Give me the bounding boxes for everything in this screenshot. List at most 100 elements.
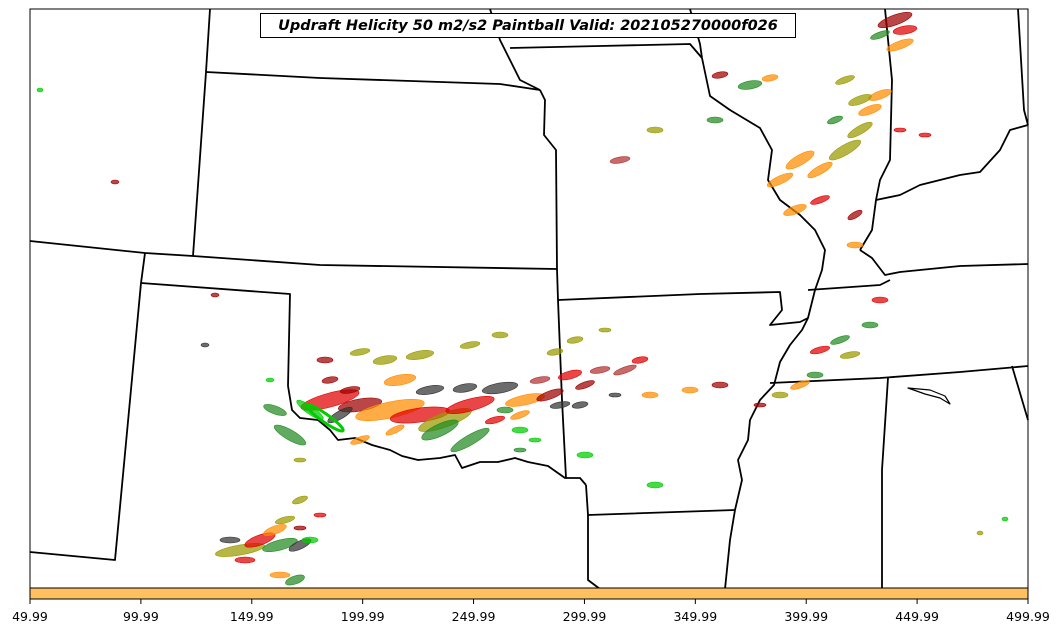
x-tick-label: 149.99 <box>230 609 274 624</box>
helicity-swath <box>681 386 699 394</box>
helicity-swath <box>566 336 584 344</box>
lake-outline <box>907 387 951 405</box>
helicity-swath <box>269 571 291 579</box>
border-nm-north <box>140 282 291 387</box>
border-ks-ok <box>29 240 558 270</box>
helicity-swath <box>313 512 327 518</box>
helicity-swath <box>571 401 589 409</box>
helicity-swath <box>807 161 833 179</box>
x-tick-label: 299.99 <box>563 609 607 624</box>
helicity-swath <box>110 179 120 185</box>
border-il-in <box>859 8 893 251</box>
border-ok-tx <box>287 385 587 486</box>
border-ne-ks <box>205 71 541 91</box>
border-al-ga <box>1011 365 1029 421</box>
helicity-swath <box>871 296 889 304</box>
helicity-swath <box>870 30 890 40</box>
helicity-swath <box>1001 516 1009 522</box>
helicity-swath <box>589 366 611 374</box>
helicity-swath <box>848 94 872 106</box>
helicity-swath <box>452 383 478 393</box>
border-ohio-river <box>859 249 1029 276</box>
helicity-swath <box>631 356 649 364</box>
border-ia-mo <box>509 43 703 59</box>
helicity-swath <box>421 419 459 441</box>
helicity-swath <box>711 71 729 79</box>
border-mo-ar <box>557 291 809 326</box>
helicity-swath <box>292 495 308 505</box>
helicity-swath <box>598 327 612 333</box>
helicity-swath <box>528 437 542 443</box>
helicity-swath <box>485 415 505 425</box>
helicity-swath <box>546 348 564 356</box>
helicity-swath <box>481 381 519 395</box>
helicity-swath <box>613 364 637 376</box>
border-ky-tn <box>807 279 891 291</box>
helicity-swath <box>711 381 729 389</box>
helicity-swath <box>892 25 918 35</box>
helicity-swath <box>511 426 529 434</box>
helicity-swath <box>513 447 527 453</box>
map-frame <box>29 8 1029 590</box>
helicity-swath <box>293 525 307 531</box>
helicity-swath <box>847 209 863 221</box>
x-tick-label: 199.99 <box>341 609 385 624</box>
helicity-swath <box>459 341 481 349</box>
helicity-swath <box>846 241 864 249</box>
helicity-swath <box>783 204 807 216</box>
helicity-swath <box>861 321 879 329</box>
border-ky-ohio <box>875 124 1029 201</box>
helicity-swath <box>385 424 405 436</box>
helicity-swath <box>706 116 724 124</box>
helicity-swath <box>641 391 659 399</box>
helicity-swath <box>839 351 861 359</box>
helicity-swath <box>847 121 873 139</box>
helicity-swath <box>415 385 445 395</box>
helicity-swath <box>316 356 334 364</box>
border-co-north <box>192 8 211 257</box>
updraft-helicity-swaths <box>36 11 1009 586</box>
border-ks-mo <box>539 89 558 270</box>
helicity-swath <box>210 292 220 298</box>
x-tick-label: 49.99 <box>12 609 48 624</box>
helicity-swath <box>265 377 275 383</box>
helicity-swath <box>372 355 398 365</box>
x-tick-label: 99.99 <box>123 609 159 624</box>
x-tick-label: 249.99 <box>452 609 496 624</box>
border-in-oh <box>1017 8 1029 126</box>
helicity-swath <box>608 392 622 398</box>
helicity-swath <box>558 369 582 381</box>
helicity-swath <box>405 350 435 360</box>
helicity-swath <box>810 195 830 205</box>
title-box: Updraft Helicity 50 m2/s2 Paintball Vali… <box>260 13 796 38</box>
helicity-swath <box>828 139 862 161</box>
helicity-swath <box>275 515 295 525</box>
helicity-swath <box>646 481 664 489</box>
helicity-swath <box>737 80 763 90</box>
border-ms-al <box>881 377 889 589</box>
helicity-swath <box>549 401 571 409</box>
helicity-swath-outline <box>305 403 345 433</box>
helicity-swath <box>349 348 371 356</box>
x-tick-label: 499.99 <box>1006 609 1050 624</box>
helicity-swath <box>835 75 855 85</box>
helicity-swath <box>810 345 830 355</box>
helicity-swath <box>576 451 594 459</box>
helicity-swath <box>753 402 767 408</box>
helicity-swath <box>496 406 514 414</box>
helicity-swath <box>806 371 824 379</box>
helicity-swath <box>858 104 882 116</box>
helicity-swath <box>234 556 256 564</box>
helicity-swath <box>827 115 843 125</box>
helicity-swath <box>321 376 339 384</box>
helicity-swath <box>976 530 984 536</box>
border-tn-ms <box>769 365 1029 384</box>
helicity-swath <box>877 11 913 29</box>
border-tx-la <box>587 515 601 590</box>
helicity-swath <box>445 396 495 414</box>
helicity-swath <box>219 536 241 544</box>
helicity-swath <box>918 132 932 138</box>
helicity-swath <box>893 127 907 133</box>
border-nm-west <box>29 252 146 561</box>
